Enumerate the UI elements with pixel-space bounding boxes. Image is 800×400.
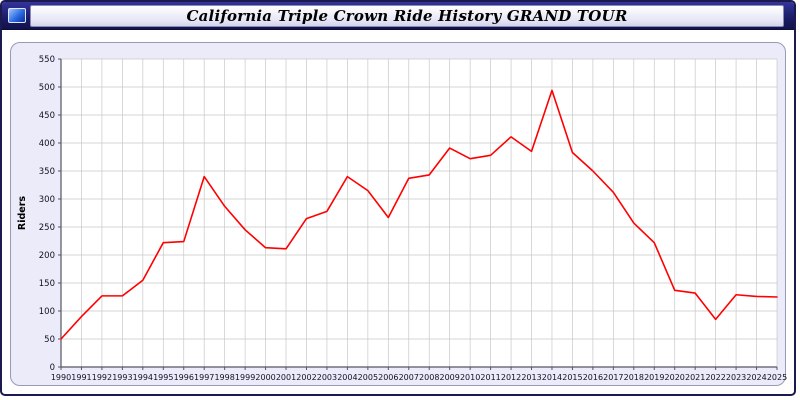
svg-text:2014: 2014 [542,373,562,382]
svg-text:2008: 2008 [419,373,439,382]
svg-text:1993: 1993 [112,373,132,382]
svg-text:2013: 2013 [521,373,541,382]
svg-text:2003: 2003 [317,373,337,382]
svg-text:200: 200 [39,251,55,261]
svg-text:400: 400 [39,139,55,149]
svg-text:300: 300 [39,195,55,205]
svg-text:2018: 2018 [624,373,644,382]
svg-text:2024: 2024 [746,373,766,382]
svg-text:1999: 1999 [235,373,255,382]
svg-text:350: 350 [39,167,55,177]
svg-text:2005: 2005 [358,373,378,382]
y-axis-label: Riders [17,196,28,231]
svg-text:2016: 2016 [583,373,603,382]
svg-text:1997: 1997 [194,373,214,382]
title-bar: California Triple Crown Ride History GRA… [2,2,794,30]
svg-text:450: 450 [39,111,55,121]
svg-text:1990: 1990 [51,373,71,382]
svg-text:100: 100 [39,307,55,317]
svg-text:2017: 2017 [603,373,623,382]
svg-text:550: 550 [39,55,55,65]
svg-text:1991: 1991 [71,373,91,382]
svg-text:500: 500 [39,83,55,93]
window-title: California Triple Crown Ride History GRA… [186,6,628,25]
line-chart: 1990 1991 1992 1993 1994 1995 1996 1997 1998 1999… [17,55,787,382]
window-icon [8,8,26,23]
svg-text:2011: 2011 [480,373,500,382]
riders-series-line [60,89,778,340]
svg-text:150: 150 [39,279,55,289]
svg-text:1998: 1998 [214,373,234,382]
svg-text:2023: 2023 [726,373,746,382]
svg-text:2021: 2021 [685,373,705,382]
svg-text:2025: 2025 [767,373,787,382]
svg-text:1994: 1994 [133,373,153,382]
svg-text:1992: 1992 [92,373,112,382]
svg-text:2001: 2001 [276,373,296,382]
svg-text:2000: 2000 [255,373,275,382]
svg-text:2012: 2012 [501,373,521,382]
svg-text:2010: 2010 [460,373,480,382]
svg-text:1996: 1996 [174,373,194,382]
title-box: California Triple Crown Ride History GRA… [30,4,784,27]
svg-text:2020: 2020 [665,373,685,382]
svg-text:50: 50 [44,335,55,345]
svg-text:1995: 1995 [153,373,173,382]
svg-text:2004: 2004 [337,373,357,382]
svg-text:2002: 2002 [296,373,316,382]
svg-text:0: 0 [50,363,55,373]
svg-text:2015: 2015 [562,373,582,382]
svg-text:2009: 2009 [440,373,460,382]
svg-text:250: 250 [39,223,55,233]
svg-text:2006: 2006 [378,373,398,382]
svg-text:2019: 2019 [644,373,664,382]
chart-panel: 1990 1991 1992 1993 1994 1995 1996 1997 1998 1999… [10,42,787,386]
svg-text:2022: 2022 [705,373,725,382]
svg-text:2007: 2007 [399,373,419,382]
